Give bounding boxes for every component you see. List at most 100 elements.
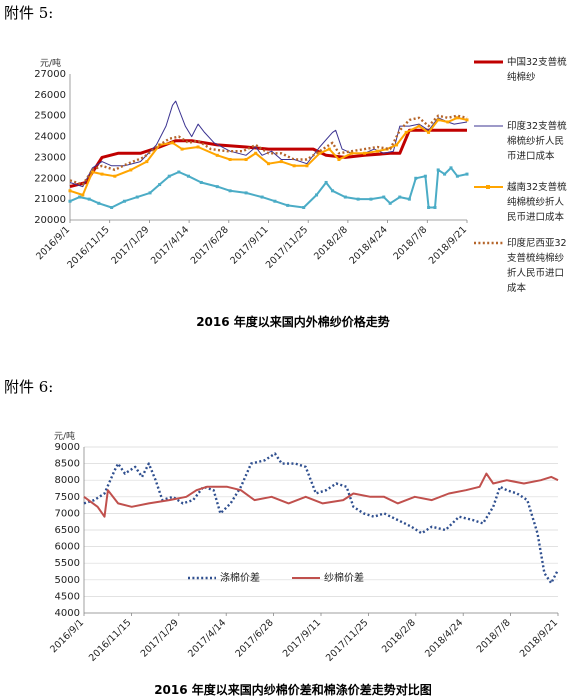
data-point-marker	[244, 191, 248, 195]
series-line-1-3	[69, 114, 468, 186]
legend-entry: 中国32支普梳纯棉纱	[507, 56, 567, 83]
y-tick-label: 8000	[55, 475, 80, 486]
legend-entry-line: 棉梳纱折人民	[507, 135, 564, 147]
legend-entry: 涤棉价差	[220, 571, 260, 584]
y-tick-label: 6000	[55, 542, 80, 553]
data-point-marker	[267, 162, 270, 166]
y-tick-label: 24000	[34, 132, 66, 143]
data-point-marker	[398, 195, 402, 199]
data-point-marker	[260, 195, 264, 199]
data-point-marker	[327, 147, 331, 151]
legend-entry-line: 纯棉梳纱折人	[507, 196, 565, 208]
attachment-5-heading: 附件 5:	[4, 4, 54, 22]
data-point-marker	[167, 174, 171, 178]
legend-entry: 印度尼西亚32 支普梳纯棉纱折人民币进口成本	[507, 237, 567, 294]
data-point-marker	[135, 195, 139, 199]
y-axis-unit-label: 元/吨	[40, 57, 61, 69]
x-tick-label: 2017/11/25	[264, 224, 311, 271]
data-point-marker	[356, 197, 360, 201]
data-point-marker	[68, 189, 72, 193]
legend-entry-line: 印度尼西亚32	[507, 237, 567, 249]
data-point-marker	[465, 172, 469, 176]
data-point-marker	[244, 158, 248, 162]
data-point-marker	[449, 166, 453, 170]
series-line-1-1	[69, 100, 468, 188]
data-point-marker	[443, 172, 447, 176]
data-point-marker	[129, 168, 133, 172]
data-point-marker	[318, 151, 322, 155]
price-spread-chart: 元/吨 4000 4500 5000 5500 6000 6500 7000 7500 8000 8…	[48, 430, 560, 664]
y-tick-label: 6500	[55, 525, 80, 536]
legend-entry: 越南32支普梳纯棉梳纱折人民币进口成本	[507, 181, 567, 223]
data-point-marker	[343, 195, 347, 199]
y-tick-label: 22000	[34, 173, 66, 184]
data-point-marker	[122, 199, 126, 203]
data-point-marker	[302, 205, 306, 209]
data-point-marker	[81, 193, 85, 197]
x-tick-label: 2018/2/8	[312, 224, 350, 262]
attachment-6-heading: 附件 6:	[4, 378, 54, 396]
data-point-marker	[446, 120, 450, 124]
y-tick-label: 20000	[34, 215, 66, 226]
data-point-marker	[455, 174, 459, 178]
data-point-marker	[148, 191, 152, 195]
data-point-marker	[433, 205, 437, 209]
x-tick-label: 2017/6/28	[189, 224, 231, 266]
x-tick-label: 2016/11/15	[87, 617, 134, 664]
data-point-marker	[199, 180, 203, 184]
data-point-marker	[228, 189, 232, 193]
data-point-marker	[273, 199, 277, 203]
x-tick-label: 2017/4/14	[149, 224, 191, 266]
data-point-marker	[427, 130, 431, 134]
series-line-1-0	[69, 128, 467, 189]
data-point-marker	[417, 124, 421, 128]
data-point-marker	[436, 168, 440, 172]
legend-entry-line: 印度32支普梳	[507, 120, 567, 132]
data-point-marker	[395, 143, 399, 147]
data-point-marker	[292, 164, 296, 168]
x-tick-label: 2016/9/1	[34, 224, 72, 262]
data-point-marker	[350, 151, 354, 155]
data-point-marker	[78, 195, 82, 199]
data-point-marker	[423, 174, 427, 178]
x-tick-label: 2017/1/29	[139, 617, 181, 659]
data-point-marker	[215, 185, 219, 189]
data-point-marker	[305, 164, 309, 168]
x-tick-label: 2016/9/1	[48, 617, 86, 655]
y-tick-label: 21000	[34, 194, 66, 205]
y-tick-label: 8500	[55, 459, 80, 470]
data-point-marker	[68, 199, 72, 203]
data-point-marker	[363, 151, 367, 155]
legend-entry-line: 成本	[507, 282, 527, 294]
y-tick-label: 7500	[55, 492, 80, 503]
x-tick-label: 2018/2/8	[380, 617, 418, 655]
data-point-marker	[279, 160, 283, 164]
legend-entry-line: 币进口成本	[507, 150, 555, 162]
data-point-marker	[465, 118, 469, 122]
data-point-marker	[286, 203, 290, 207]
data-point-marker	[177, 170, 181, 174]
x-tick-label: 2018/4/24	[423, 617, 465, 659]
data-point-marker	[113, 174, 117, 178]
data-point-marker	[196, 145, 200, 149]
legend-entry-line: 中国32支普梳	[507, 56, 567, 68]
figure-2-caption: 2016 年度以来国内纱棉价差和棉涤价差走势对比图	[154, 683, 432, 697]
y-tick-label: 4000	[55, 608, 80, 619]
x-tick-label: 2017/9/11	[228, 224, 270, 266]
data-point-marker	[100, 172, 104, 176]
data-point-marker	[455, 116, 459, 120]
series-line-1-4	[69, 166, 468, 209]
x-tick-label: 2017/11/25	[324, 617, 371, 664]
series-line-2-0	[83, 452, 560, 585]
legend-entry: 纱棉价差	[324, 571, 364, 584]
data-point-marker	[375, 149, 379, 153]
series-line-1-2	[69, 116, 468, 196]
data-point-marker	[145, 160, 149, 164]
y-tick-label: 26000	[34, 90, 66, 101]
x-tick-label: 2018/9/21	[518, 617, 560, 659]
legend-entry-line: 折人民币进口	[507, 267, 564, 279]
data-point-marker	[215, 153, 219, 157]
x-tick-label: 2018/7/8	[391, 224, 429, 262]
data-point-marker	[158, 183, 162, 187]
legend-entry: 印度32支普梳棉梳纱折人民币进口成本	[507, 120, 567, 162]
